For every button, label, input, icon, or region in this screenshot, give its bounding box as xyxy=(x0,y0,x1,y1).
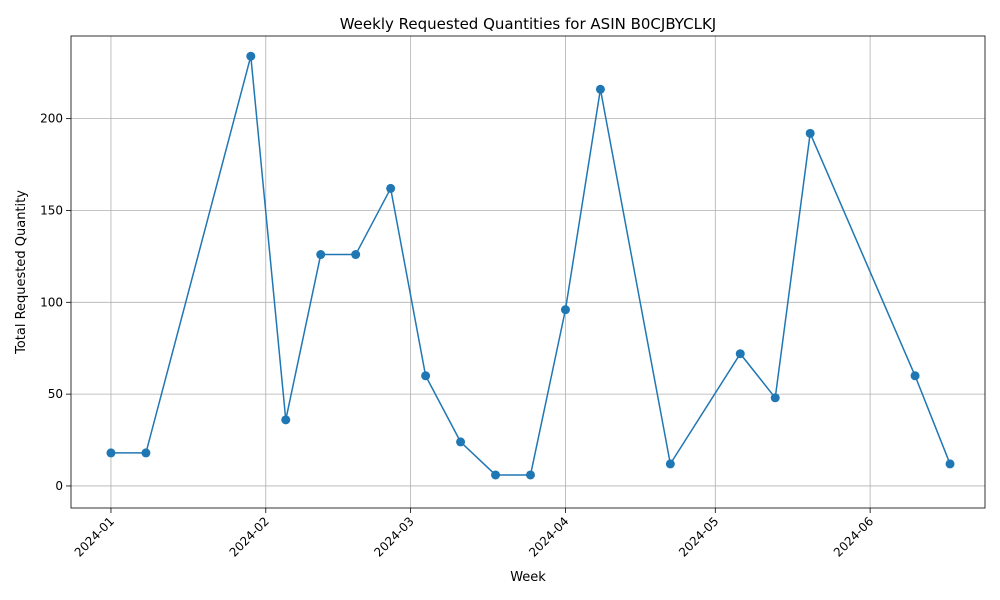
x-axis-label: Week xyxy=(510,570,546,585)
data-point xyxy=(665,459,675,469)
x-tick-label: 2024-02 xyxy=(227,514,272,559)
data-point xyxy=(351,250,361,260)
x-tick-label: 2024-06 xyxy=(831,514,876,559)
y-tick-label: 0 xyxy=(55,479,63,493)
x-tick-label: 2024-03 xyxy=(371,514,416,559)
y-tick-label: 200 xyxy=(40,112,63,126)
data-point xyxy=(421,371,431,381)
y-tick-label: 50 xyxy=(48,387,63,401)
data-point xyxy=(910,371,920,381)
x-tick-label: 2024-05 xyxy=(676,514,721,559)
data-point xyxy=(456,437,466,447)
data-point xyxy=(491,470,501,480)
x-tick-label: 2024-04 xyxy=(526,514,571,559)
data-point xyxy=(595,84,605,94)
data-point xyxy=(525,470,535,480)
data-point xyxy=(770,393,780,403)
data-point xyxy=(386,183,396,193)
data-point xyxy=(106,448,116,458)
y-tick-label: 100 xyxy=(40,295,63,309)
data-point xyxy=(945,459,955,469)
data-point xyxy=(281,415,291,425)
data-point xyxy=(141,448,151,458)
data-point xyxy=(316,250,326,260)
chart-title: Weekly Requested Quantities for ASIN B0C… xyxy=(340,15,717,33)
grid-layer xyxy=(71,36,985,508)
data-point xyxy=(560,305,570,315)
data-point xyxy=(805,128,815,138)
series-layer xyxy=(106,51,955,480)
y-tick-label: 150 xyxy=(40,203,63,217)
x-tick-label: 2024-01 xyxy=(72,514,117,559)
data-point xyxy=(735,349,745,359)
ticks-layer: 2024-01 2024-02 2024-03 2024-04 2024-05 2024-… xyxy=(40,112,876,560)
data-point xyxy=(246,51,256,61)
y-axis-label: Total Requested Quantity xyxy=(14,190,29,355)
plot-frame xyxy=(70,35,986,509)
